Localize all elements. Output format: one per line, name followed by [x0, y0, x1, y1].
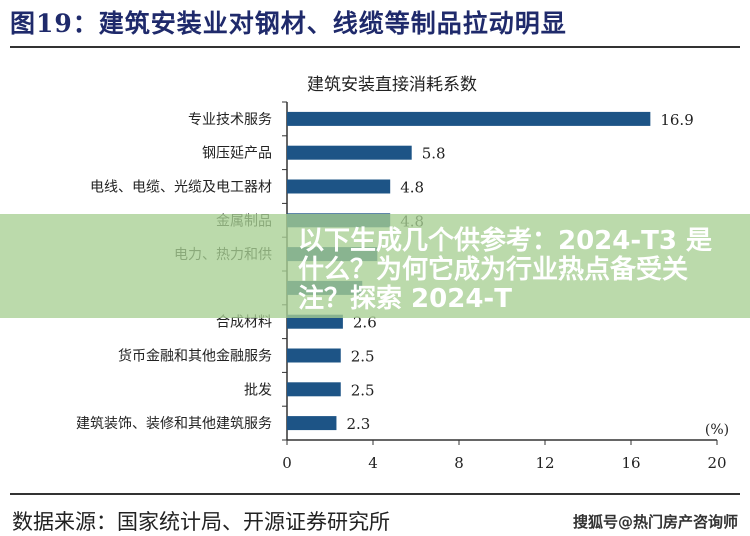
- category-label: 合成材料: [216, 315, 272, 331]
- figure-title: 图19：建筑安装业对钢材、线缆等制品拉动明显: [10, 9, 567, 38]
- x-tick-label: 12: [535, 454, 554, 472]
- bar: [287, 145, 412, 160]
- data-label: 2.5: [351, 381, 375, 399]
- data-label: 4.8: [400, 179, 424, 197]
- data-label: 2.6: [353, 314, 377, 332]
- bar: [287, 348, 341, 363]
- overlay-banner: 以下生成几个供参考：2024-T3 是什么？为何它成为行业热点备受关注？探索 2…: [0, 214, 750, 318]
- banner-text: 以下生成几个供参考：2024-T3 是什么？为何它成为行业热点备受关注？探索 2…: [298, 226, 713, 314]
- source-note: 数据来源：国家统计局、开源证券研究所: [12, 510, 390, 534]
- bottom-rule: [10, 493, 740, 495]
- bar: [287, 382, 341, 397]
- watermark: 搜狐号@热门房产咨询师: [572, 513, 738, 531]
- x-tick-label: 4: [368, 454, 378, 472]
- data-label: 5.8: [422, 145, 446, 163]
- category-label: 批发: [244, 382, 272, 398]
- category-label: 建筑装饰、装修和其他建筑服务: [76, 416, 272, 432]
- bar: [287, 416, 337, 431]
- bar: [287, 314, 343, 329]
- x-tick-label: 8: [454, 454, 464, 472]
- category-label: 货币金融和其他金融服务: [118, 348, 272, 365]
- category-label: 专业技术服务: [188, 112, 272, 128]
- category-label: 钢压延产品: [202, 146, 272, 162]
- x-tick-label: 20: [707, 454, 726, 472]
- bar: [287, 111, 651, 126]
- data-label: 2.5: [351, 348, 375, 366]
- category-label: 电线、电缆、光缆及电工器材: [90, 180, 272, 196]
- chart-title: 建筑安装直接消耗系数: [307, 75, 477, 95]
- x-tick-label: 16: [621, 454, 640, 472]
- bar: [287, 179, 391, 194]
- unit-label: (%): [705, 422, 729, 438]
- x-tick-label: 0: [282, 454, 292, 472]
- data-label: 2.3: [346, 415, 370, 433]
- top-rule: [10, 46, 740, 48]
- data-label: 16.9: [660, 111, 693, 129]
